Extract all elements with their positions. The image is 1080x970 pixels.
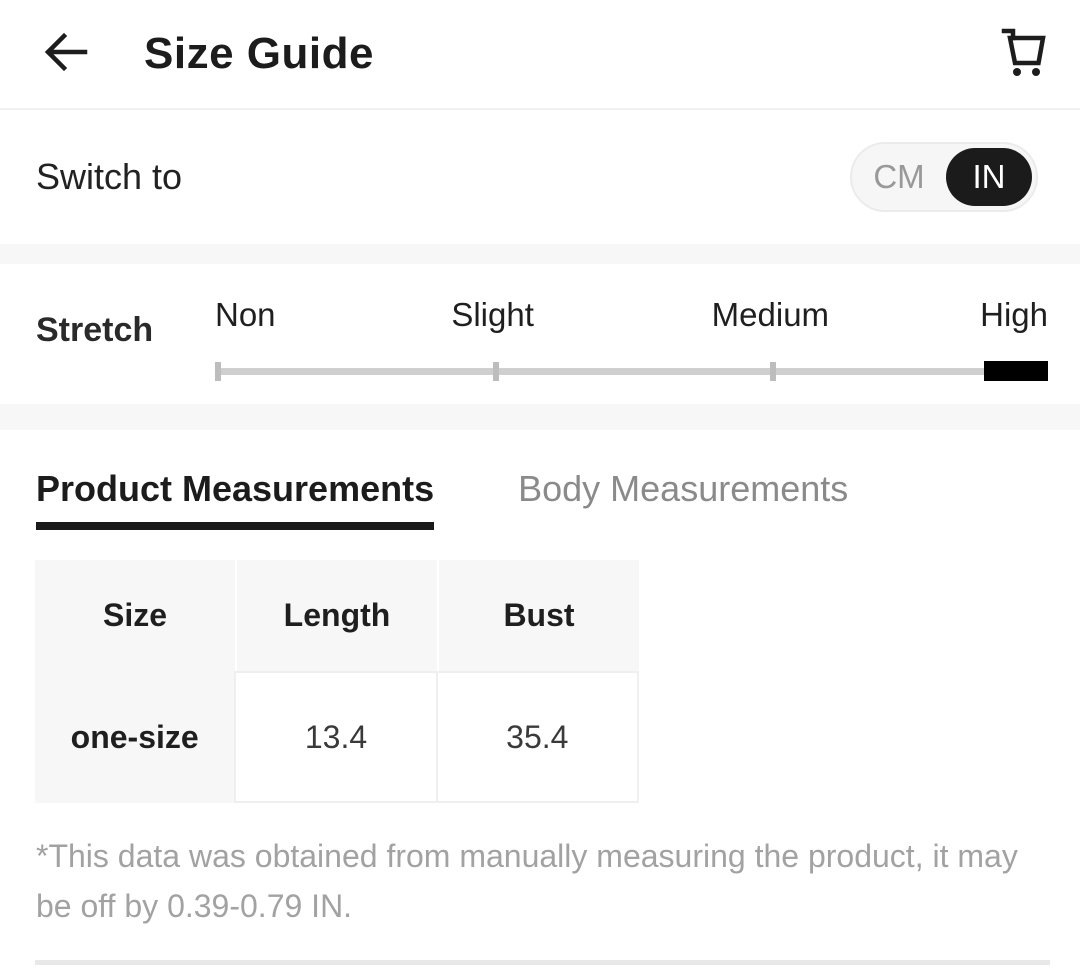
tab-body-measurements[interactable]: Body Measurements <box>518 468 849 509</box>
measurement-disclaimer: *This data was obtained from manually me… <box>36 838 1018 924</box>
stretch-tick <box>492 362 499 381</box>
unit-option-cm[interactable]: CM <box>873 158 925 195</box>
stretch-selected-indicator <box>984 361 1048 381</box>
page-title: Size Guide <box>144 29 374 78</box>
shopping-cart-icon <box>995 24 1049 85</box>
cart-button[interactable] <box>994 24 1050 84</box>
back-button[interactable] <box>38 27 92 81</box>
cell-bust-value: 35.4 <box>437 671 639 803</box>
section-divider-band <box>0 404 1080 430</box>
section-divider-band <box>0 244 1080 264</box>
cell-length-value: 13.4 <box>234 671 438 803</box>
bottom-divider <box>35 960 1050 965</box>
back-arrow-icon <box>39 26 91 83</box>
stretch-level-medium: Medium <box>711 296 830 333</box>
stretch-section: Stretch Non Slight Medium High <box>0 264 1080 404</box>
stretch-level-slight: Slight <box>451 296 534 333</box>
measurements-table: Size Length Bust one-size 13.4 35.4 <box>35 560 639 803</box>
tab-product-measurements[interactable]: Product Measurements <box>36 470 435 530</box>
table-row: one-size 13.4 35.4 <box>35 671 639 803</box>
stretch-label: Stretch <box>36 311 154 349</box>
stretch-scale: Non Slight Medium High <box>215 264 1048 404</box>
stretch-level-high: High <box>980 296 1048 333</box>
stretch-level-non: Non <box>215 296 276 333</box>
column-header-bust: Bust <box>439 560 639 671</box>
measurement-tabs: Product Measurements Body Measurements <box>0 430 1080 530</box>
stretch-tick <box>215 362 221 381</box>
stretch-track <box>215 361 1048 381</box>
unit-switch-row: Switch to CM IN <box>0 110 1080 244</box>
stretch-tick <box>770 362 777 381</box>
unit-toggle[interactable]: CM IN <box>850 142 1038 212</box>
column-header-length: Length <box>237 560 439 671</box>
unit-option-in[interactable]: IN <box>946 148 1032 206</box>
cell-size-name: one-size <box>35 671 235 803</box>
column-header-size: Size <box>35 560 237 671</box>
table-header-row: Size Length Bust <box>35 560 639 671</box>
switch-to-label: Switch to <box>36 156 183 197</box>
header: Size Guide <box>0 0 1080 110</box>
